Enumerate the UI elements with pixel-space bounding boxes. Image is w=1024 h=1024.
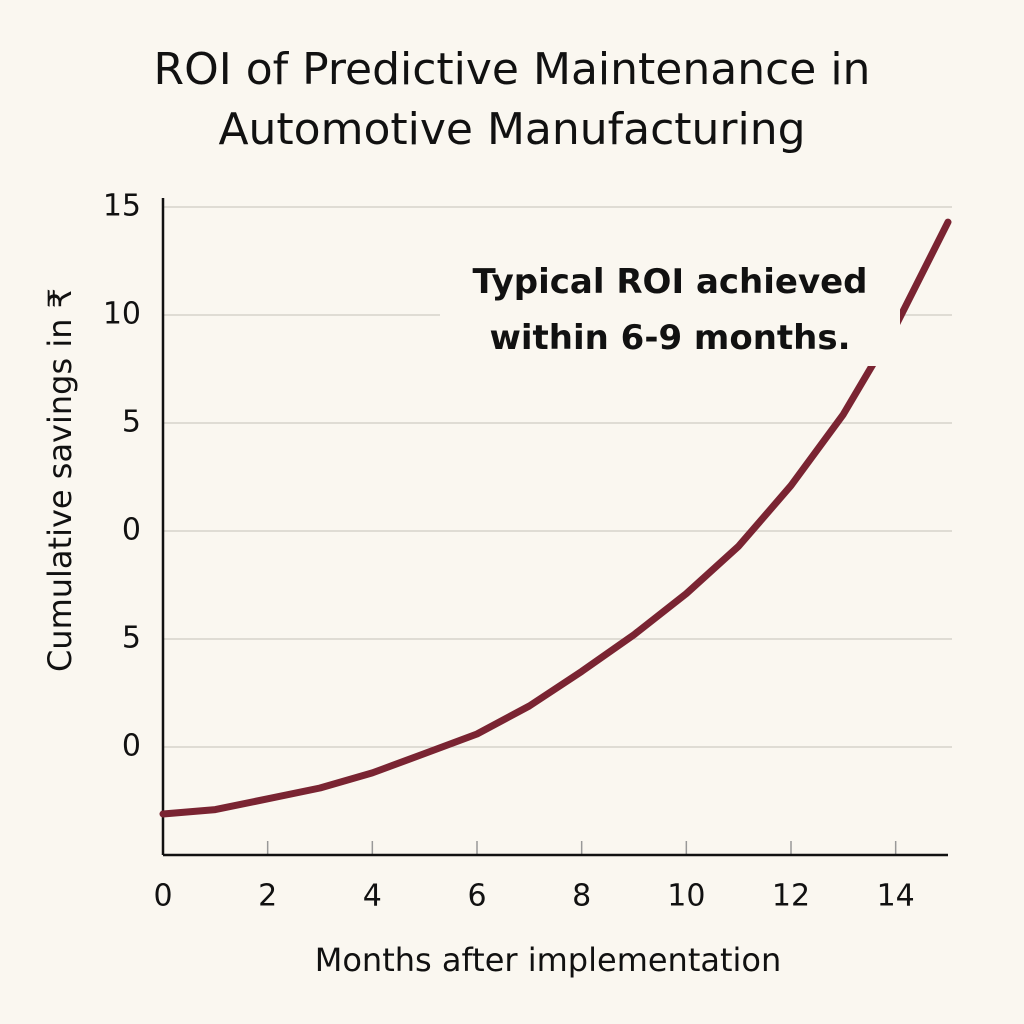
y-tick-label: 5 [122, 621, 141, 656]
y-tick-label: 0 [122, 513, 141, 548]
x-tick-label: 2 [258, 879, 277, 914]
y-tick-label: 0 [122, 729, 141, 764]
x-tick-label: 14 [877, 879, 915, 914]
chart-title: ROI of Predictive Maintenance in Automot… [153, 44, 871, 155]
x-tick-label: 8 [572, 879, 591, 914]
x-tick-label: 10 [667, 879, 705, 914]
x-tick-label: 0 [153, 879, 172, 914]
annotation: Typical ROI achieved within 6-9 months. [440, 254, 900, 366]
x-tick-label: 12 [772, 879, 810, 914]
x-tick-label: 4 [363, 879, 382, 914]
data-line [159, 218, 952, 818]
y-axis-label: Cumulative savings in ₹ [41, 288, 79, 672]
x-axis-label: Months after implementation [315, 941, 782, 979]
y-tick-label: 10 [103, 297, 141, 332]
y-tick-label: 5 [122, 405, 141, 440]
y-tick-label: 15 [103, 189, 141, 224]
x-tick-label: 6 [467, 879, 486, 914]
